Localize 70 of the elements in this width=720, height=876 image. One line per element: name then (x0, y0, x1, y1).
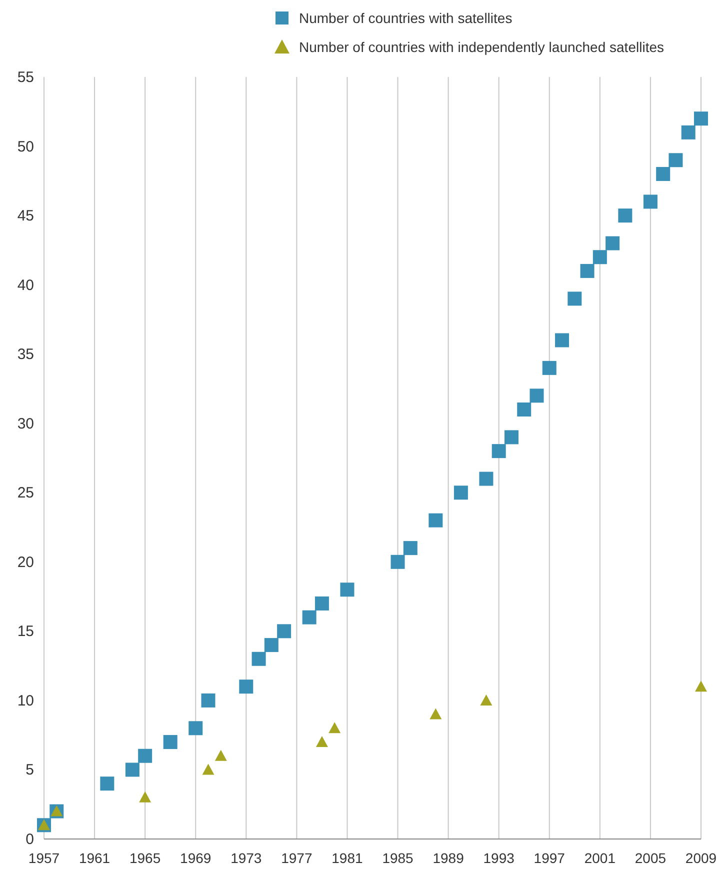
point (555, 333, 570, 348)
y-tick-label: 5 (26, 762, 34, 779)
point (643, 194, 658, 209)
point (100, 776, 114, 791)
point (694, 112, 708, 126)
point (302, 610, 316, 624)
y-tick-label: 50 (17, 138, 34, 156)
point (138, 748, 152, 763)
point (492, 444, 506, 458)
x-tick-label: 2005 (634, 850, 666, 866)
x-tick-label: 1989 (432, 850, 464, 866)
y-tick-label: 55 (17, 69, 34, 86)
point (328, 722, 341, 734)
point (568, 292, 582, 306)
point (681, 125, 696, 140)
point (125, 762, 140, 777)
point (504, 430, 518, 444)
point (239, 680, 254, 694)
y-tick-label: 10 (17, 692, 34, 710)
y-tick-label: 20 (17, 554, 34, 571)
point (252, 652, 266, 666)
x-tick-label: 1981 (332, 850, 364, 866)
legend-label: Number of countries with satellites (299, 10, 512, 26)
point (314, 596, 329, 610)
x-tick-label: 2001 (584, 850, 616, 866)
point (428, 513, 443, 528)
x-tick-label: 1997 (534, 850, 566, 866)
x-tick-label: 1961 (78, 850, 110, 866)
y-tick-label: 35 (17, 346, 34, 364)
point (542, 360, 556, 375)
point (188, 721, 203, 736)
y-tick-label: 0 (26, 831, 34, 848)
x-tick-label: 1969 (180, 850, 212, 866)
y-tick-label: 15 (17, 623, 34, 640)
x-tick-label: 1973 (230, 850, 262, 866)
y-tick-label: 40 (17, 276, 34, 294)
point (480, 694, 492, 706)
point (668, 153, 683, 168)
point (390, 554, 405, 569)
point (139, 791, 152, 802)
x-tick-label: 1985 (382, 850, 414, 866)
y-tick-label: 25 (17, 484, 34, 502)
point (592, 250, 607, 264)
point (277, 624, 292, 638)
point (580, 264, 594, 278)
point (340, 582, 354, 597)
point (530, 388, 544, 403)
point (517, 402, 532, 417)
point (316, 736, 328, 748)
point (618, 208, 632, 223)
point (214, 750, 227, 761)
point (454, 486, 468, 500)
x-tick-label: 1977 (281, 850, 312, 866)
x-tick-label: 1993 (483, 850, 515, 866)
point (202, 764, 214, 775)
legend-label: Number of countries with independently launched satellites (299, 39, 664, 55)
point (403, 541, 418, 556)
point (479, 472, 494, 486)
point (201, 693, 216, 708)
x-tick-label: 1965 (130, 850, 161, 866)
point (695, 680, 707, 692)
point (656, 166, 670, 181)
point (163, 735, 178, 750)
point (430, 708, 442, 720)
y-tick-label: 30 (17, 415, 34, 432)
point (264, 638, 278, 652)
y-tick-label: 45 (17, 208, 34, 225)
point (606, 236, 620, 250)
x-tick-label: 1957 (28, 850, 60, 866)
x-tick-label: 2009 (685, 850, 717, 866)
